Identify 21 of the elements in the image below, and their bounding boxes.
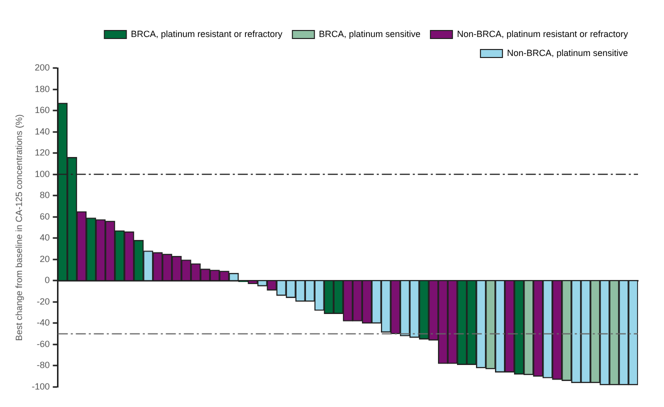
- y-tick-label: -40: [36, 318, 50, 328]
- y-tick-label: -80: [36, 360, 50, 370]
- y-tick-label: 140: [34, 126, 50, 136]
- y-tick-label: 60: [40, 211, 50, 222]
- y-tick-label: -60: [36, 338, 50, 349]
- y-tick-label: 120: [34, 148, 50, 158]
- y-tick-label: 0: [44, 275, 50, 286]
- y-tick-label: 80: [40, 190, 50, 200]
- y-tick-label: 200: [34, 62, 50, 72]
- y-tick-label: 160: [34, 105, 50, 116]
- y-tick-label: -20: [36, 296, 50, 306]
- legend-label: BRCA, platinum sensitive: [318, 28, 420, 39]
- y-tick-label: 20: [40, 254, 50, 264]
- legend-label: BRCA, platinum resistant or refractory: [130, 28, 283, 39]
- legend-label: Non-BRCA, platinum sensitive: [506, 48, 628, 58]
- y-tick-label: 180: [34, 84, 50, 94]
- y-tick-label: -100: [32, 381, 50, 392]
- y-axis-title: Best change from baseline in CA-125 concentrations (%): [14, 114, 24, 341]
- legend-label: Non-BRCA, platinum resistant or refractory: [456, 28, 628, 39]
- y-tick-label: 100: [34, 168, 50, 179]
- y-tick-label: 40: [40, 232, 50, 243]
